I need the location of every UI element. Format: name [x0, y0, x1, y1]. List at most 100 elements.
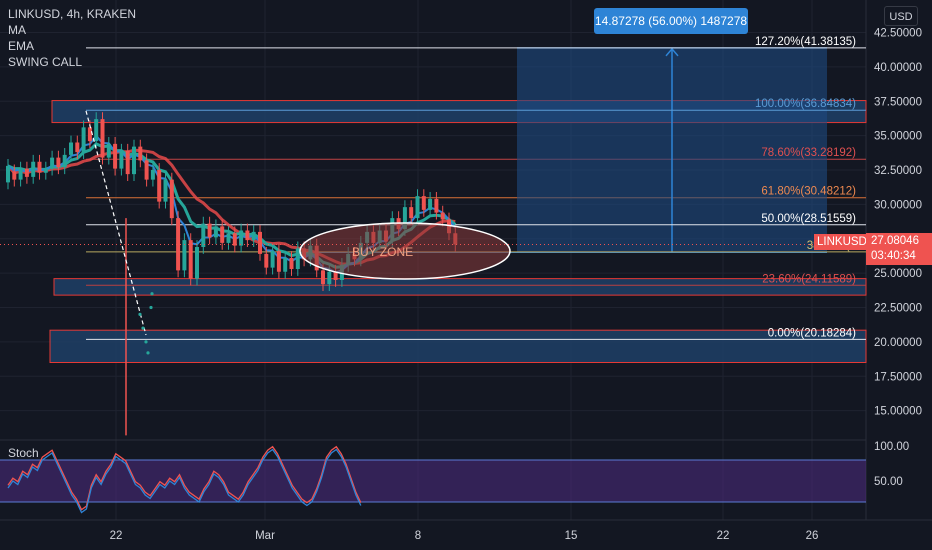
candle-body: [188, 240, 193, 279]
candle-body: [18, 168, 23, 180]
fib-label: 23.60%(24.11589): [762, 273, 856, 285]
buy-zone-ellipse: [299, 222, 511, 280]
candle-body: [409, 207, 414, 219]
stoch-tick-label: 100.00: [874, 441, 909, 453]
candle-body: [113, 143, 118, 169]
swing-dot: [138, 312, 142, 316]
fib-label: 0.00%(20.18284): [768, 327, 856, 339]
candle-body: [321, 270, 325, 285]
candle-body: [81, 127, 86, 153]
candle-body: [440, 212, 445, 220]
price-tick-label: 37.50000: [874, 96, 922, 108]
candle-body: [157, 170, 162, 202]
price-tick-label: 15.00000: [874, 406, 922, 418]
candle-body: [421, 196, 426, 210]
candle-body: [182, 240, 187, 271]
candle-body: [69, 142, 73, 155]
stoch-title[interactable]: Stoch: [8, 446, 39, 460]
chart-legend: LINKUSD, 4h, KRAKEN MA EMA SWING CALL: [8, 6, 136, 70]
stoch-d-line: [7, 445, 362, 511]
indicator-swing-call[interactable]: SWING CALL: [8, 55, 83, 69]
buy-zone-label: BUY ZONE: [352, 245, 413, 259]
price-tick-label: 35.00000: [874, 131, 922, 143]
current-price-badge: 27.08046 03:40:34: [866, 233, 932, 265]
price-tick-label: 20.00000: [874, 337, 922, 349]
stoch-pane: [0, 445, 866, 514]
price-tick-label: 42.50000: [874, 28, 922, 40]
fib-label: 61.80%(30.48212): [761, 186, 856, 198]
candle-body: [232, 233, 237, 246]
candle-body: [201, 223, 206, 247]
symbol-title: LINKUSD, 4h, KRAKEN: [8, 7, 137, 21]
stoch-k-line: [7, 448, 362, 514]
price-tick-label: 32.50000: [874, 165, 922, 177]
candle-body: [125, 150, 130, 175]
swing-dot: [149, 305, 153, 310]
candle-body: [239, 230, 244, 246]
currency-button[interactable]: USD: [884, 6, 918, 26]
demand-zone-mid: [53, 278, 867, 296]
indicator-ema[interactable]: EMA: [8, 39, 35, 53]
candle-body: [428, 198, 433, 210]
candle-body: [333, 271, 338, 280]
candle-body: [251, 231, 256, 241]
demand-zone-low: [49, 329, 867, 363]
swing-dot: [144, 340, 148, 344]
candle-body: [12, 171, 17, 180]
candle-body: [226, 233, 231, 243]
candle-body: [62, 154, 67, 168]
candle-body: [144, 160, 149, 180]
stoch-tick-label: 50.00: [874, 476, 903, 488]
swing-dot: [141, 326, 145, 330]
candle-body: [289, 258, 294, 269]
candle-body: [43, 168, 48, 173]
swing-dot: [150, 292, 154, 296]
time-tick-label: 22: [717, 530, 730, 542]
fib-label: 127.20%(41.38135): [755, 36, 856, 48]
candle-body: [327, 271, 332, 285]
price-tick-label: 22.50000: [874, 303, 922, 315]
time-tick-label: Mar: [255, 530, 275, 542]
current-price-value: 27.08046: [871, 235, 919, 247]
candle-body: [94, 119, 99, 142]
time-tick-label: 8: [415, 530, 421, 542]
candle-body: [100, 119, 105, 158]
candle-body: [415, 196, 420, 219]
candle-body: [434, 198, 439, 213]
time-tick-label: 22: [110, 530, 123, 542]
fib-label: 50.00%(28.51559): [761, 213, 856, 225]
chart-overlays: BUY ZONE: [0, 110, 866, 355]
candle-body: [283, 258, 288, 272]
candle-body: [138, 146, 143, 161]
fib-label: 78.60%(33.28192): [761, 147, 856, 159]
candle-body: [220, 226, 225, 243]
candle-body: [276, 251, 281, 272]
candle-body: [75, 142, 80, 153]
fib-levels: 127.20%(41.38135) 100.00%(36.84834) 78.60%…: [86, 36, 866, 340]
candle-body: [119, 150, 124, 169]
price-tick-label: 30.00000: [874, 199, 922, 211]
candle-body: [6, 165, 10, 183]
fib-label: 100.00%(36.84834): [755, 98, 856, 110]
candle-body: [169, 179, 174, 219]
candle-body: [150, 170, 155, 180]
price-tick-label: 17.50000: [874, 371, 922, 383]
symbol-price-badge: LINKUSD: [814, 234, 870, 250]
price-tick-label: 25.00000: [874, 268, 922, 280]
candle-body: [195, 247, 199, 279]
candle-body: [50, 157, 55, 169]
candle-body: [56, 157, 61, 168]
swing-dot: [146, 351, 150, 355]
candle-body: [176, 218, 181, 271]
candle-body: [132, 146, 136, 175]
candle-body: [213, 226, 218, 238]
swing-dashed-line: [85, 110, 147, 336]
candle-body: [295, 248, 300, 269]
candle-body: [402, 207, 407, 230]
price-tick-label: 40.00000: [874, 62, 922, 74]
candle-body: [258, 231, 262, 254]
indicator-ma[interactable]: MA: [8, 23, 26, 37]
stoch-band: [0, 460, 866, 502]
candle-body: [24, 168, 29, 177]
